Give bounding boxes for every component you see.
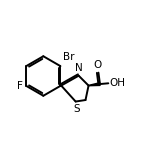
- Polygon shape: [88, 83, 100, 86]
- Text: OH: OH: [109, 78, 125, 88]
- Text: N: N: [75, 63, 83, 73]
- Text: F: F: [17, 81, 22, 91]
- Text: S: S: [73, 104, 80, 114]
- Text: O: O: [93, 60, 102, 70]
- Text: Br: Br: [63, 52, 74, 62]
